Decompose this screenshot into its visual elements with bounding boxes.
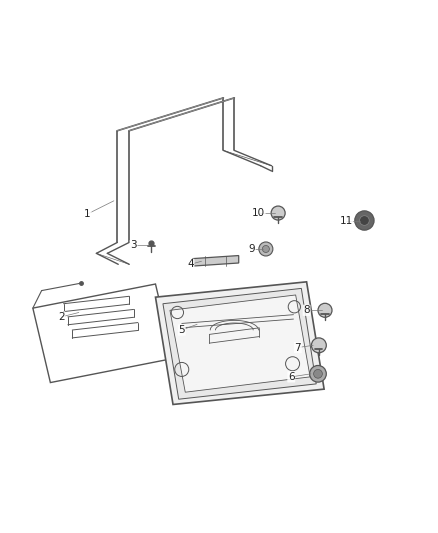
Text: 8: 8 bbox=[303, 305, 310, 316]
Circle shape bbox=[310, 366, 326, 382]
Text: 5: 5 bbox=[178, 325, 185, 335]
Text: 2: 2 bbox=[58, 312, 65, 322]
Polygon shape bbox=[170, 295, 310, 392]
Circle shape bbox=[318, 303, 332, 317]
Text: 6: 6 bbox=[288, 372, 295, 382]
Polygon shape bbox=[163, 288, 316, 399]
Circle shape bbox=[360, 216, 369, 225]
Circle shape bbox=[262, 246, 269, 253]
Text: 3: 3 bbox=[130, 240, 137, 251]
Polygon shape bbox=[155, 282, 324, 405]
Circle shape bbox=[259, 242, 273, 256]
Circle shape bbox=[311, 338, 326, 353]
Text: 4: 4 bbox=[187, 260, 194, 269]
Circle shape bbox=[355, 211, 374, 230]
Circle shape bbox=[314, 369, 322, 378]
Text: 11: 11 bbox=[339, 215, 353, 225]
Text: 10: 10 bbox=[252, 208, 265, 218]
Text: 1: 1 bbox=[84, 209, 91, 219]
Circle shape bbox=[271, 206, 285, 220]
Polygon shape bbox=[193, 255, 239, 266]
Text: 7: 7 bbox=[294, 343, 301, 352]
Text: 9: 9 bbox=[248, 244, 255, 254]
